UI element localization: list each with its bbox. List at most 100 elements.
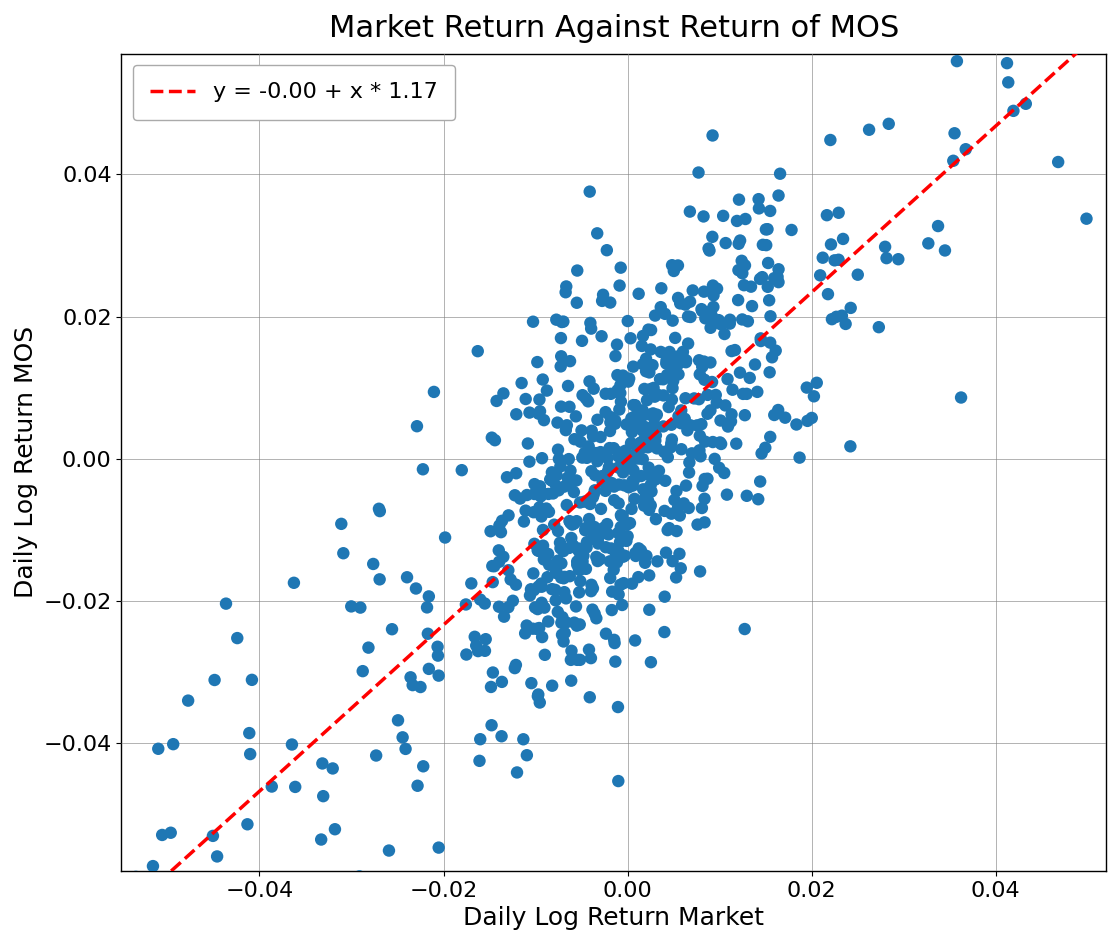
Point [516, 392, 534, 407]
Point [706, 451, 724, 466]
Point [517, 748, 535, 763]
Point [679, 423, 697, 438]
Point [594, 287, 612, 302]
Point [409, 778, 427, 793]
Point [600, 460, 618, 475]
Point [351, 868, 368, 884]
Point [573, 388, 591, 403]
Point [707, 387, 725, 402]
Point [549, 553, 567, 568]
Point [367, 748, 385, 763]
Point [597, 540, 615, 555]
Point [551, 541, 569, 556]
Point [622, 330, 640, 346]
Point [581, 690, 599, 705]
Point [821, 132, 839, 147]
Point [626, 416, 644, 431]
Point [506, 661, 524, 676]
Point [493, 674, 511, 689]
Point [669, 349, 687, 364]
Point [179, 693, 197, 708]
Point [635, 419, 653, 434]
Point [217, 596, 235, 611]
Point [571, 434, 589, 449]
Point [614, 508, 632, 523]
Point [702, 308, 720, 323]
Point [552, 359, 570, 374]
Point [726, 343, 744, 358]
Point [552, 615, 570, 631]
Point [552, 399, 570, 414]
Point [598, 450, 616, 465]
Point [587, 531, 605, 547]
Point [721, 312, 739, 328]
Point [663, 392, 681, 407]
Point [608, 384, 626, 399]
Point [642, 436, 660, 451]
Point [760, 364, 778, 379]
Point [618, 517, 636, 532]
Point [825, 253, 843, 268]
Point [530, 579, 548, 594]
Point [670, 409, 688, 424]
Point [625, 397, 643, 413]
Point [598, 476, 616, 491]
Point [679, 336, 697, 351]
Point [487, 394, 505, 409]
Point [637, 351, 655, 366]
Point [644, 406, 662, 421]
Point [739, 313, 757, 329]
Point [561, 470, 579, 485]
Point [765, 408, 783, 423]
Point [664, 374, 682, 389]
Point [544, 486, 562, 501]
Point [636, 490, 654, 505]
Point [701, 320, 719, 335]
Point [414, 759, 432, 774]
Point [594, 294, 612, 309]
Point [694, 209, 712, 224]
Point [498, 470, 516, 485]
Point [408, 418, 426, 433]
Point [624, 359, 642, 374]
Point [998, 56, 1016, 71]
Point [665, 362, 683, 377]
Point [314, 756, 332, 771]
Point [734, 312, 752, 327]
Point [582, 423, 600, 438]
Point [661, 345, 679, 360]
Point [573, 333, 591, 348]
Point [719, 372, 737, 387]
Point [502, 572, 520, 587]
Point [568, 473, 586, 488]
Point [629, 451, 647, 466]
Point [678, 478, 696, 493]
Point [632, 435, 650, 450]
Point [613, 509, 631, 524]
Point [610, 278, 628, 294]
Point [704, 299, 722, 314]
Point [504, 593, 522, 608]
Point [547, 559, 564, 574]
Point [547, 582, 564, 598]
Point [681, 455, 699, 470]
Point [532, 489, 550, 504]
Point [635, 498, 653, 514]
Point [760, 293, 778, 308]
Point [561, 515, 579, 531]
Point [640, 460, 657, 475]
Point [758, 222, 776, 237]
Point [618, 450, 636, 465]
Point [407, 581, 424, 596]
Point [548, 467, 566, 482]
Point [681, 295, 699, 310]
Point [624, 452, 642, 467]
Point [696, 284, 713, 299]
Point [642, 497, 660, 513]
Point [513, 376, 531, 391]
Point [601, 570, 619, 585]
Point [647, 512, 665, 527]
Point [728, 213, 746, 228]
Point [609, 448, 627, 464]
Point [696, 471, 713, 486]
